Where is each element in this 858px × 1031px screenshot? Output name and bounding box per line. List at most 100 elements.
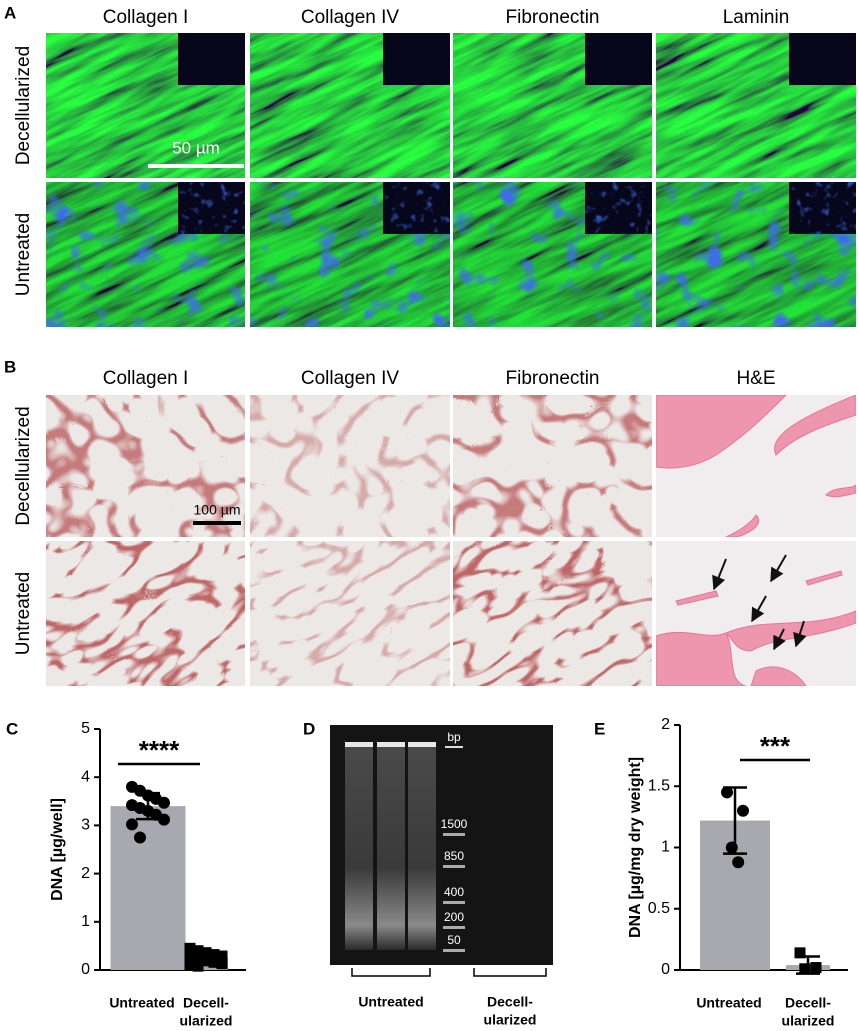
data-point [732, 856, 745, 869]
fluorescence-image [453, 182, 652, 327]
data-point [721, 786, 733, 799]
brightfield-image [453, 541, 652, 686]
data-point [737, 804, 749, 817]
data-point [158, 813, 170, 826]
fluorescence-image [656, 33, 856, 178]
scale-bar-label: 50 µm [172, 138, 220, 157]
y-tick-label: 0 [81, 961, 90, 978]
brightfield-image [453, 395, 652, 537]
lane-smear [377, 745, 405, 950]
row-label: Decellularized [13, 406, 34, 525]
ladder-band [443, 949, 465, 952]
genomic-band [408, 742, 436, 747]
arrow [793, 620, 807, 648]
row-label: Untreated [13, 213, 34, 296]
error-bar [723, 786, 747, 855]
y-tick-label: 4 [81, 768, 90, 785]
brightfield-image [656, 541, 856, 686]
data-point [184, 942, 196, 954]
x-tick-label: ularized [782, 1013, 835, 1029]
column-header: Collagen IV [301, 368, 400, 389]
fluorescence-image [250, 33, 450, 178]
bar [110, 806, 186, 970]
fibers [250, 33, 450, 178]
brightfield-image [656, 395, 856, 537]
data-point [216, 950, 228, 962]
column-header: Fibronectin [506, 7, 600, 28]
fibers [656, 33, 856, 178]
data-point [134, 831, 146, 844]
data-point [158, 796, 170, 809]
data-point [192, 945, 204, 957]
fibers [46, 33, 245, 178]
data-point [184, 951, 196, 963]
arrow [773, 628, 786, 651]
bracket [351, 968, 431, 977]
stain [250, 541, 450, 686]
x-tick-label: ularized [180, 1013, 233, 1029]
data-point [216, 958, 228, 970]
y-tick-label: 0 [661, 961, 670, 978]
column-header: Fibronectin [506, 368, 600, 389]
ladder-band [443, 865, 465, 868]
y-tick-label: 5 [81, 720, 90, 737]
ladder-label: 200 [444, 910, 464, 924]
x-tick-label: Untreated [109, 995, 174, 1011]
row-label: Decellularized [13, 46, 34, 165]
fluorescence-image [46, 33, 245, 178]
fluorescence-image [250, 182, 450, 327]
fluorescence-image [453, 33, 652, 178]
significance: *** [760, 731, 791, 761]
group-label: Untreated [358, 994, 423, 1010]
ladder-band [443, 833, 465, 836]
bracket [473, 968, 547, 977]
inset [585, 33, 652, 85]
data-point [794, 947, 806, 959]
y-tick-label: 1 [81, 913, 90, 930]
inset [383, 33, 450, 85]
y-tick-label: 1.5 [648, 777, 670, 794]
arrow [712, 558, 727, 591]
brightfield-image [250, 395, 450, 537]
brightfield-image [46, 541, 245, 686]
lane-smear [408, 745, 436, 950]
lane-smear [345, 745, 373, 950]
charts: 0 1 2 3 4 5 DNA [µg/well] Untreated Decell-ulari… [49, 716, 848, 1029]
ladder-label: 50 [447, 933, 461, 947]
gel: bp 1500 850 400 200 50 Untreated Decell-ularize… [330, 725, 553, 1028]
data-point [208, 949, 220, 961]
stain [46, 541, 245, 686]
brightfield-image [250, 541, 450, 686]
arrow [770, 554, 787, 583]
error-bar [136, 791, 160, 821]
brightfield-image [46, 395, 245, 537]
y-axis-label: DNA [µg/mg dry weight] [627, 757, 644, 938]
ladder-label: 1500 [441, 817, 468, 831]
column-header: Collagen I [103, 368, 189, 389]
micrographs: Collagen I Collagen IV Fibronectin Laminin D… [13, 7, 856, 686]
inset [789, 33, 856, 85]
ladder-label: 850 [444, 849, 464, 863]
y-tick-label: 2 [81, 865, 90, 882]
data-point [184, 959, 196, 971]
y-tick-label: 0.5 [648, 900, 670, 917]
data-point [126, 818, 138, 831]
data-point [192, 953, 204, 965]
inset-nuclei [178, 182, 245, 234]
y-tick-label: 1 [661, 839, 670, 856]
fluorescence-image [656, 182, 856, 327]
panel-label: E [594, 719, 605, 738]
data-point [799, 963, 811, 975]
he-stain [656, 570, 856, 686]
panel-label: B [4, 357, 16, 376]
arrow [751, 595, 767, 623]
column-header: Laminin [723, 7, 790, 28]
panel-label: C [6, 719, 18, 738]
data-point [192, 960, 204, 972]
genomic-band [377, 742, 405, 747]
error-bar [194, 950, 218, 964]
y-axis-label: DNA [µg/well] [49, 798, 66, 901]
column-header: H&E [736, 368, 775, 389]
y-tick-label: 2 [661, 716, 670, 733]
